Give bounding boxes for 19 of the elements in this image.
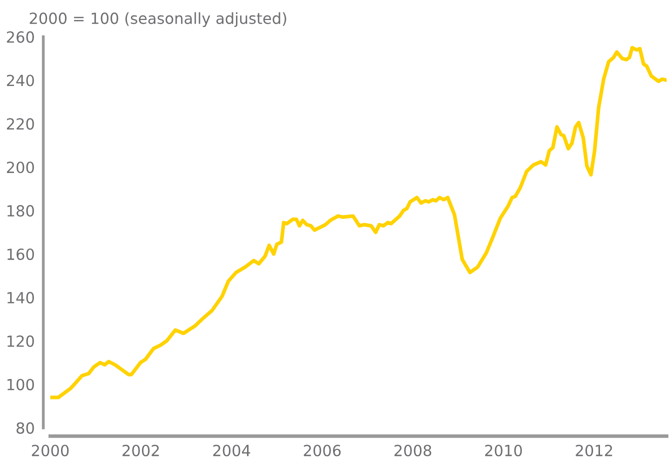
x-tick-label: 2000 — [32, 444, 69, 456]
y-tick-label: 220 — [6, 118, 34, 130]
y-tick-label: 140 — [7, 292, 34, 304]
y-tick-label: 240 — [6, 74, 34, 86]
x-tick-label: 2004 — [213, 444, 250, 456]
x-tick-label: 2008 — [394, 444, 432, 456]
y-tick-label: 80 — [16, 422, 34, 434]
x-tick-label: 2012 — [576, 444, 612, 456]
x-tick-label: 2010 — [485, 444, 522, 456]
line-series — [50, 46, 667, 400]
y-tick-label: 100 — [7, 378, 34, 390]
x-tick-label: 2002 — [122, 444, 159, 456]
y-axis-title: 2000 = 100 (seasonally adjusted) — [30, 12, 286, 28]
y-tick-label: 180 — [7, 205, 34, 217]
y-tick-label: 260 — [6, 31, 34, 43]
y-tick-label: 200 — [6, 162, 34, 174]
y-tick-label: 120 — [7, 335, 34, 347]
y-tick-label: 160 — [7, 248, 34, 260]
x-tick-label: 2006 — [304, 444, 341, 456]
